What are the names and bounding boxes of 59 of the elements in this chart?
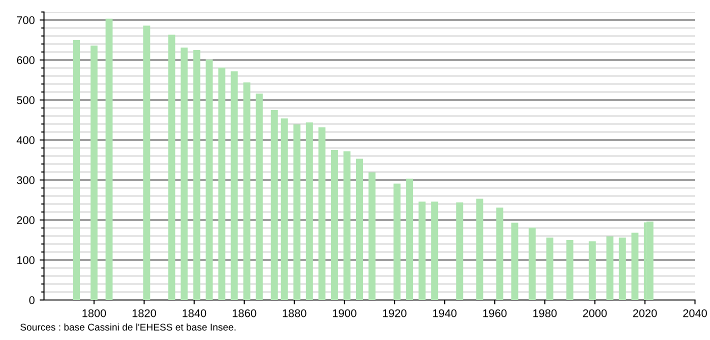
bar: [476, 198, 484, 300]
y-tick-label: 500: [16, 96, 35, 104]
x-tick-label: 1960: [483, 309, 507, 318]
bar: [243, 82, 250, 300]
bar: [280, 118, 288, 300]
bar: [230, 71, 238, 300]
x-tick-label: 1860: [232, 309, 256, 318]
source-note: Sources : base Cassini de l'EHESS et base Insee.: [20, 323, 236, 331]
bar: [394, 184, 401, 300]
bar: [306, 122, 313, 300]
y-tick-label: 400: [16, 136, 35, 144]
bar: [496, 208, 504, 300]
bar: [588, 241, 596, 300]
y-tick-label: 700: [17, 16, 35, 24]
bar: [143, 26, 150, 300]
bar: [368, 172, 376, 300]
bar: [343, 151, 350, 300]
bar: [631, 232, 638, 300]
bar: [256, 94, 263, 300]
bar: [511, 222, 518, 300]
bar: [90, 46, 98, 300]
y-tick-label: 200: [16, 216, 35, 224]
bar: [330, 150, 338, 300]
x-tick-label: 1840: [182, 309, 206, 318]
bar: [528, 228, 536, 300]
bar: [406, 178, 414, 300]
bar: [206, 60, 213, 300]
bar: [318, 127, 326, 300]
x-tick-label: 1940: [433, 309, 457, 318]
bar: [606, 236, 614, 300]
bar: [168, 34, 176, 300]
bar: [106, 18, 113, 300]
bar: [566, 240, 574, 300]
bar: [356, 158, 363, 300]
y-tick-label: 100: [17, 256, 35, 264]
bar: [618, 238, 626, 300]
x-tick-label: 1900: [332, 309, 356, 318]
bar: [418, 202, 426, 300]
bar: [293, 124, 300, 300]
bar: [218, 68, 226, 300]
bar: [270, 110, 278, 300]
x-tick-label: 1920: [383, 309, 406, 318]
x-tick-label: 2020: [633, 309, 657, 318]
bar: [646, 222, 654, 300]
x-tick-label: 2000: [583, 309, 607, 318]
y-tick-label: 300: [16, 176, 35, 184]
x-tick-label: 1880: [282, 309, 306, 318]
bar: [73, 40, 80, 300]
x-tick-label: 1980: [533, 309, 557, 318]
bar: [456, 202, 464, 300]
y-tick-label: 600: [17, 56, 35, 64]
y-tick-label: 0: [29, 296, 35, 304]
bar: [546, 238, 554, 300]
x-tick-label: 1820: [132, 309, 156, 318]
bar: [431, 202, 438, 300]
x-tick-label: 1800: [82, 309, 106, 318]
x-tick-label: 2040: [683, 309, 707, 318]
bar: [180, 48, 188, 300]
bar: [193, 50, 200, 300]
